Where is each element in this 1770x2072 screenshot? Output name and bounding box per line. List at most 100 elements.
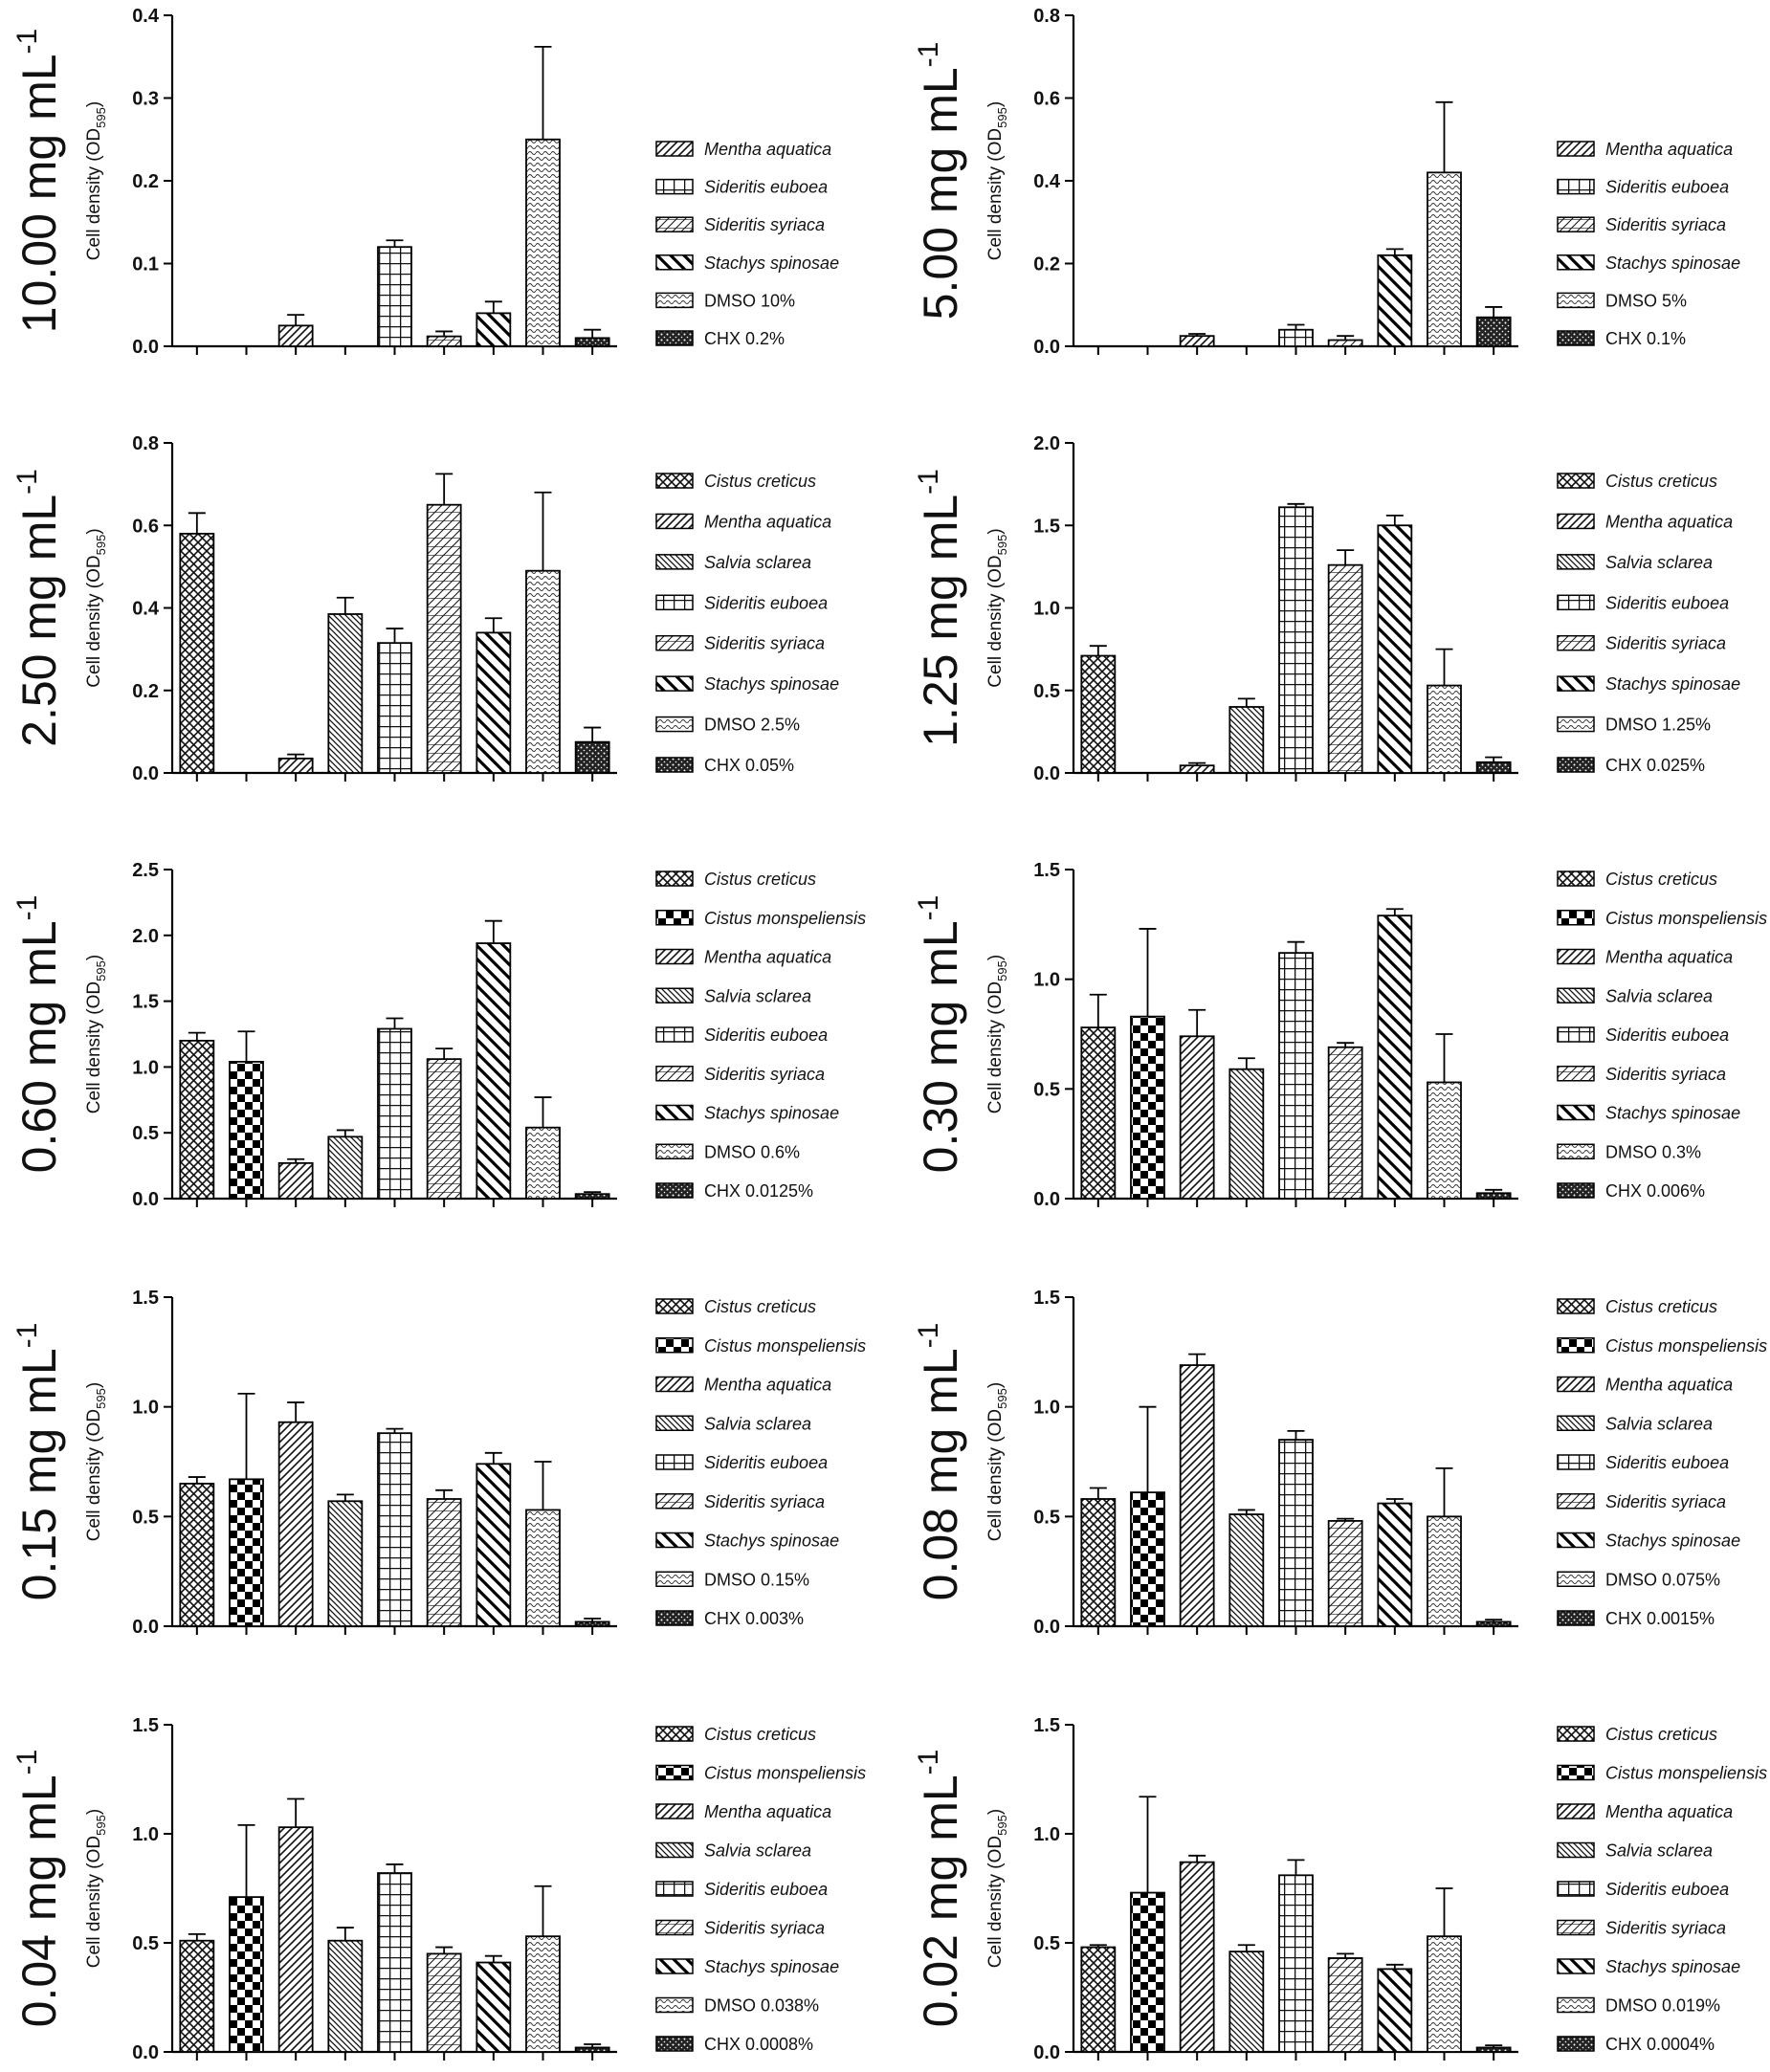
y-tick-label: 0.5 xyxy=(132,1123,159,1144)
y-axis-label-subscript: 595 xyxy=(94,107,108,128)
bar xyxy=(426,335,462,347)
legend-label: Sideritis euboea xyxy=(704,178,828,197)
chart-panel-1: 5.00 mg mL-1 Cell density (OD595) 0.0 0.2 0.… xyxy=(913,6,1740,358)
bar xyxy=(574,2046,610,2053)
legend-swatch xyxy=(1557,1182,1595,1199)
legend-swatch xyxy=(1557,216,1595,232)
legend-swatch xyxy=(1557,987,1595,1003)
legend-swatch xyxy=(1557,1571,1595,1587)
legend-swatch xyxy=(655,1881,694,1897)
y-axis-label: Cell density (OD595) xyxy=(985,955,1009,1113)
y-tick-label: 0.4 xyxy=(1033,171,1061,192)
legend-label: CHX 0.05% xyxy=(704,756,794,775)
bar xyxy=(1475,760,1512,774)
legend-label: Stachys spinosae xyxy=(1605,1532,1740,1551)
legend-label: Cistus monspeliensis xyxy=(1605,1764,1767,1783)
legend-swatch xyxy=(655,871,694,887)
bar xyxy=(426,1952,462,2053)
y-axis-label: Cell density (OD595) xyxy=(84,101,108,260)
bar xyxy=(1179,1861,1215,2053)
chart-panel-8: 0.04 mg mL-1 Cell density (OD595) 0.0 0.5 1.… xyxy=(11,1715,866,2063)
legend-swatch xyxy=(1557,716,1595,733)
legend-label: Sideritis euboea xyxy=(1605,178,1729,197)
legend-swatch xyxy=(655,1726,694,1742)
bar xyxy=(525,1509,561,1627)
y-axis-label-end: ) xyxy=(985,1382,1006,1388)
y-axis-label: Cell density (OD595) xyxy=(985,1382,1009,1541)
bar xyxy=(1179,1035,1215,1200)
legend-swatch xyxy=(1557,871,1595,887)
bar xyxy=(476,1463,512,1627)
legend-label: Cistus monspeliensis xyxy=(704,1764,866,1783)
legend-label: Sideritis euboea xyxy=(1605,1453,1729,1472)
y-tick-label: 1.5 xyxy=(132,992,159,1013)
legend-swatch xyxy=(655,254,694,271)
bar xyxy=(1475,2046,1512,2053)
legend-label: CHX 0.0125% xyxy=(704,1181,813,1201)
y-axis-label: Cell density (OD595) xyxy=(84,1809,108,1968)
legend-label: Salvia sclarea xyxy=(1605,553,1713,572)
legend-swatch xyxy=(655,1376,694,1393)
legend-label: DMSO 0.075% xyxy=(1605,1570,1720,1589)
legend-swatch xyxy=(1557,473,1595,489)
y-axis-label-end: ) xyxy=(84,1382,104,1388)
legend-swatch xyxy=(1557,1066,1595,1082)
legend-swatch xyxy=(655,1104,694,1121)
y-axis-label-end: ) xyxy=(985,528,1006,534)
y-tick-label: 0.0 xyxy=(1033,1189,1060,1210)
legend-swatch xyxy=(655,1143,694,1159)
bar xyxy=(1427,1935,1462,2053)
bar xyxy=(229,1478,264,1627)
legend-swatch xyxy=(655,594,694,611)
legend-swatch xyxy=(655,1182,694,1199)
bar xyxy=(476,631,512,774)
bar xyxy=(1228,1951,1265,2053)
y-axis-label-end: ) xyxy=(985,955,1006,960)
legend-swatch xyxy=(655,1764,694,1781)
legend-label: Stachys spinosae xyxy=(704,1532,839,1551)
y-axis-label: Cell density (OD595) xyxy=(985,1809,1009,1968)
legend-label: Salvia sclarea xyxy=(1605,1414,1713,1433)
legend-label: Sideritis euboea xyxy=(1605,593,1729,612)
bar xyxy=(377,642,412,774)
bar xyxy=(1228,706,1265,774)
legend-swatch xyxy=(1557,1803,1595,1819)
legend-label: Mentha aquatica xyxy=(704,1802,831,1821)
bar xyxy=(179,1039,215,1200)
legend-label: Salvia sclarea xyxy=(1605,986,1713,1005)
y-tick-label: 0.0 xyxy=(1033,337,1060,358)
y-axis-label-subscript: 595 xyxy=(94,1388,108,1409)
legend-swatch xyxy=(1557,1764,1595,1781)
bar xyxy=(327,1939,364,2053)
legend-label: Salvia sclarea xyxy=(704,1414,811,1433)
concentration-exponent: -1 xyxy=(11,469,43,495)
legend-label: DMSO 5% xyxy=(1605,291,1687,310)
legend-swatch xyxy=(1557,910,1595,926)
legend-swatch xyxy=(1557,1841,1595,1859)
bar xyxy=(1080,1026,1117,1200)
y-axis-label-subscript: 595 xyxy=(995,1815,1009,1836)
bar xyxy=(327,1500,364,1627)
chart-panel-9: 0.02 mg mL-1 Cell density (OD595) 0.0 0.5 1.… xyxy=(913,1715,1767,2063)
legend-swatch xyxy=(1557,1026,1595,1043)
y-tick-label: 0.6 xyxy=(132,516,159,537)
bar xyxy=(1130,1015,1165,1200)
legend-label: Salvia sclarea xyxy=(1605,1841,1713,1861)
bar xyxy=(476,942,512,1200)
legend-swatch xyxy=(1557,1143,1595,1159)
legend-label: Cistus creticus xyxy=(704,1725,816,1744)
legend-label: Salvia sclarea xyxy=(704,986,811,1005)
bar xyxy=(574,740,610,774)
legend-label: Stachys spinosae xyxy=(1605,253,1740,273)
legend-label: CHX 0.025% xyxy=(1605,756,1705,775)
legend-label: Stachys spinosae xyxy=(1605,674,1740,694)
legend-label: Mentha aquatica xyxy=(1605,1376,1733,1395)
legend-swatch xyxy=(1557,141,1595,157)
chart-panel-7: 0.08 mg mL-1 Cell density (OD595) 0.0 0.5 1.… xyxy=(913,1288,1767,1638)
legend-swatch xyxy=(655,987,694,1003)
concentration-exponent: -1 xyxy=(913,895,944,921)
legend-swatch xyxy=(1557,1919,1595,1936)
legend-label: Mentha aquatica xyxy=(1605,512,1733,531)
y-tick-label: 2.0 xyxy=(1033,433,1060,454)
